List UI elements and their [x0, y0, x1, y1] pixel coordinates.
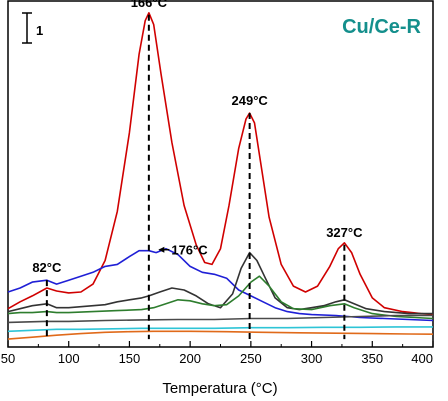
sample-label: Cu/Ce-R [342, 16, 421, 38]
x-axis-label: Temperatura (°C) [162, 380, 277, 397]
peak-label-176: 176°C [171, 243, 208, 258]
series-line-4 [7, 275, 434, 320]
peak-label-82: 82°C [32, 260, 62, 275]
peak-arrowhead-176 [158, 246, 165, 253]
x-tick-label-400: 400 [411, 351, 433, 366]
peak-label-249: 249°C [232, 93, 269, 108]
x-tick-label-50: 50 [1, 351, 15, 366]
x-tick-label-200: 200 [179, 351, 201, 366]
scale-bar: 1 [22, 12, 43, 44]
x-tick-label-150: 150 [119, 351, 141, 366]
series-layer [7, 12, 434, 340]
peak-label-166: 166°C [131, 0, 168, 10]
x-axis-ticks: 50 100 150 200 250 300 350 400 [1, 341, 434, 366]
series-line-5 [7, 314, 433, 324]
x-tick-label-100: 100 [58, 351, 80, 366]
peak-markers: 82°C 166°C 176°C 249°C 327°C [32, 0, 363, 340]
x-tick-label-250: 250 [240, 351, 262, 366]
scale-bar-label: 1 [36, 23, 43, 38]
series-line-7 [7, 330, 434, 340]
series-line-2 [7, 247, 434, 322]
series-line-6 [7, 326, 433, 333]
series-line-1 [7, 12, 434, 316]
x-tick-label-350: 350 [361, 351, 383, 366]
peak-label-327: 327°C [326, 225, 363, 240]
plot-frame [7, 0, 434, 348]
x-tick-label-300: 300 [301, 351, 323, 366]
